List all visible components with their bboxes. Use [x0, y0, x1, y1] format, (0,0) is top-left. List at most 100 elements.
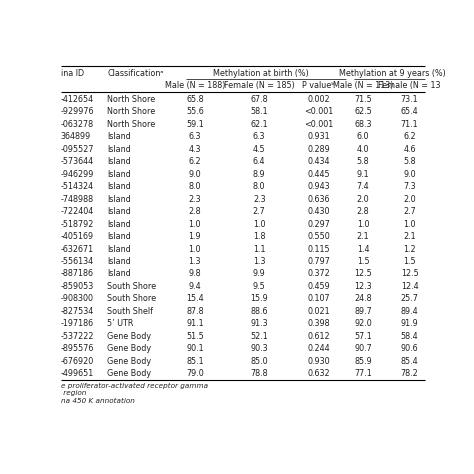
Text: Island: Island [107, 157, 131, 166]
Text: 24.8: 24.8 [354, 294, 372, 303]
Text: 0.289: 0.289 [308, 145, 330, 154]
Text: 57.1: 57.1 [354, 332, 372, 341]
Text: 5’ UTR: 5’ UTR [107, 319, 134, 328]
Text: 52.1: 52.1 [250, 332, 268, 341]
Text: 85.0: 85.0 [250, 357, 268, 366]
Text: 0.021: 0.021 [308, 307, 330, 316]
Text: Methylation at 9 years (%): Methylation at 9 years (%) [339, 69, 446, 78]
Text: 5.8: 5.8 [403, 157, 416, 166]
Text: na 450 K annotation: na 450 K annotation [61, 398, 135, 404]
Text: -514324: -514324 [61, 182, 94, 191]
Text: 2.7: 2.7 [403, 207, 416, 216]
Text: 0.930: 0.930 [308, 357, 330, 366]
Text: 9.0: 9.0 [403, 170, 416, 179]
Text: Island: Island [107, 170, 131, 179]
Text: -676920: -676920 [61, 357, 94, 366]
Text: 55.6: 55.6 [186, 107, 204, 116]
Text: -197186: -197186 [61, 319, 94, 328]
Text: 9.9: 9.9 [253, 270, 265, 279]
Text: 0.244: 0.244 [308, 345, 330, 354]
Text: 2.1: 2.1 [403, 232, 416, 241]
Text: 65.4: 65.4 [401, 107, 419, 116]
Text: 6.2: 6.2 [403, 132, 416, 141]
Text: -405169: -405169 [61, 232, 94, 241]
Text: Gene Body: Gene Body [107, 332, 151, 341]
Text: 0.372: 0.372 [308, 270, 330, 279]
Text: Island: Island [107, 132, 131, 141]
Text: 91.3: 91.3 [250, 319, 268, 328]
Text: 58.1: 58.1 [250, 107, 268, 116]
Text: 4.0: 4.0 [357, 145, 369, 154]
Text: 6.2: 6.2 [189, 157, 201, 166]
Text: 1.0: 1.0 [189, 245, 201, 254]
Text: 0.797: 0.797 [308, 257, 330, 266]
Text: 9.1: 9.1 [357, 170, 369, 179]
Text: 25.7: 25.7 [401, 294, 419, 303]
Text: South Shore: South Shore [107, 282, 156, 291]
Text: 2.1: 2.1 [357, 232, 369, 241]
Text: Island: Island [107, 182, 131, 191]
Text: Male (N = 188): Male (N = 188) [164, 81, 225, 90]
Text: -748988: -748988 [61, 194, 94, 203]
Text: -518792: -518792 [61, 219, 94, 228]
Text: 0.636: 0.636 [308, 194, 330, 203]
Text: -827534: -827534 [61, 307, 94, 316]
Text: -499651: -499651 [61, 369, 94, 378]
Text: 0.115: 0.115 [308, 245, 330, 254]
Text: 92.0: 92.0 [354, 319, 372, 328]
Text: 68.3: 68.3 [354, 119, 372, 128]
Text: 87.8: 87.8 [186, 307, 204, 316]
Text: Classificationᵃ: Classificationᵃ [107, 69, 164, 78]
Text: 89.7: 89.7 [354, 307, 372, 316]
Text: -412654: -412654 [61, 95, 94, 104]
Text: 65.8: 65.8 [186, 95, 204, 104]
Text: 71.1: 71.1 [401, 119, 419, 128]
Text: Gene Body: Gene Body [107, 369, 151, 378]
Text: 90.7: 90.7 [354, 345, 372, 354]
Text: Island: Island [107, 257, 131, 266]
Text: 8.0: 8.0 [189, 182, 201, 191]
Text: 1.0: 1.0 [403, 219, 416, 228]
Text: 1.3: 1.3 [253, 257, 265, 266]
Text: 0.107: 0.107 [308, 294, 330, 303]
Text: 0.297: 0.297 [308, 219, 330, 228]
Text: 88.6: 88.6 [250, 307, 268, 316]
Text: 62.1: 62.1 [250, 119, 268, 128]
Text: ina ID: ina ID [61, 69, 84, 78]
Text: 2.3: 2.3 [253, 194, 265, 203]
Text: 6.0: 6.0 [357, 132, 369, 141]
Text: 12.3: 12.3 [354, 282, 372, 291]
Text: 91.9: 91.9 [401, 319, 419, 328]
Text: Island: Island [107, 145, 131, 154]
Text: -573644: -573644 [61, 157, 94, 166]
Text: 12.5: 12.5 [354, 270, 372, 279]
Text: 73.1: 73.1 [401, 95, 419, 104]
Text: 0.430: 0.430 [308, 207, 330, 216]
Text: 4.6: 4.6 [403, 145, 416, 154]
Text: 6.3: 6.3 [189, 132, 201, 141]
Text: North Shore: North Shore [107, 119, 155, 128]
Text: 51.5: 51.5 [186, 332, 204, 341]
Text: 2.7: 2.7 [253, 207, 265, 216]
Text: Female (N = 185): Female (N = 185) [224, 81, 294, 90]
Text: 1.8: 1.8 [253, 232, 265, 241]
Text: 0.002: 0.002 [308, 95, 330, 104]
Text: -095527: -095527 [61, 145, 94, 154]
Text: 0.612: 0.612 [308, 332, 330, 341]
Text: 58.4: 58.4 [401, 332, 419, 341]
Text: -929976: -929976 [61, 107, 94, 116]
Text: 0.434: 0.434 [308, 157, 330, 166]
Text: 59.1: 59.1 [186, 119, 204, 128]
Text: Island: Island [107, 219, 131, 228]
Text: -063278: -063278 [61, 119, 94, 128]
Text: Methylation at birth (%): Methylation at birth (%) [213, 69, 309, 78]
Text: 85.1: 85.1 [186, 357, 204, 366]
Text: -859053: -859053 [61, 282, 94, 291]
Text: 85.4: 85.4 [401, 357, 419, 366]
Text: 1.0: 1.0 [253, 219, 265, 228]
Text: 12.4: 12.4 [401, 282, 419, 291]
Text: Gene Body: Gene Body [107, 345, 151, 354]
Text: North Shore: North Shore [107, 107, 155, 116]
Text: 1.5: 1.5 [403, 257, 416, 266]
Text: 15.9: 15.9 [250, 294, 268, 303]
